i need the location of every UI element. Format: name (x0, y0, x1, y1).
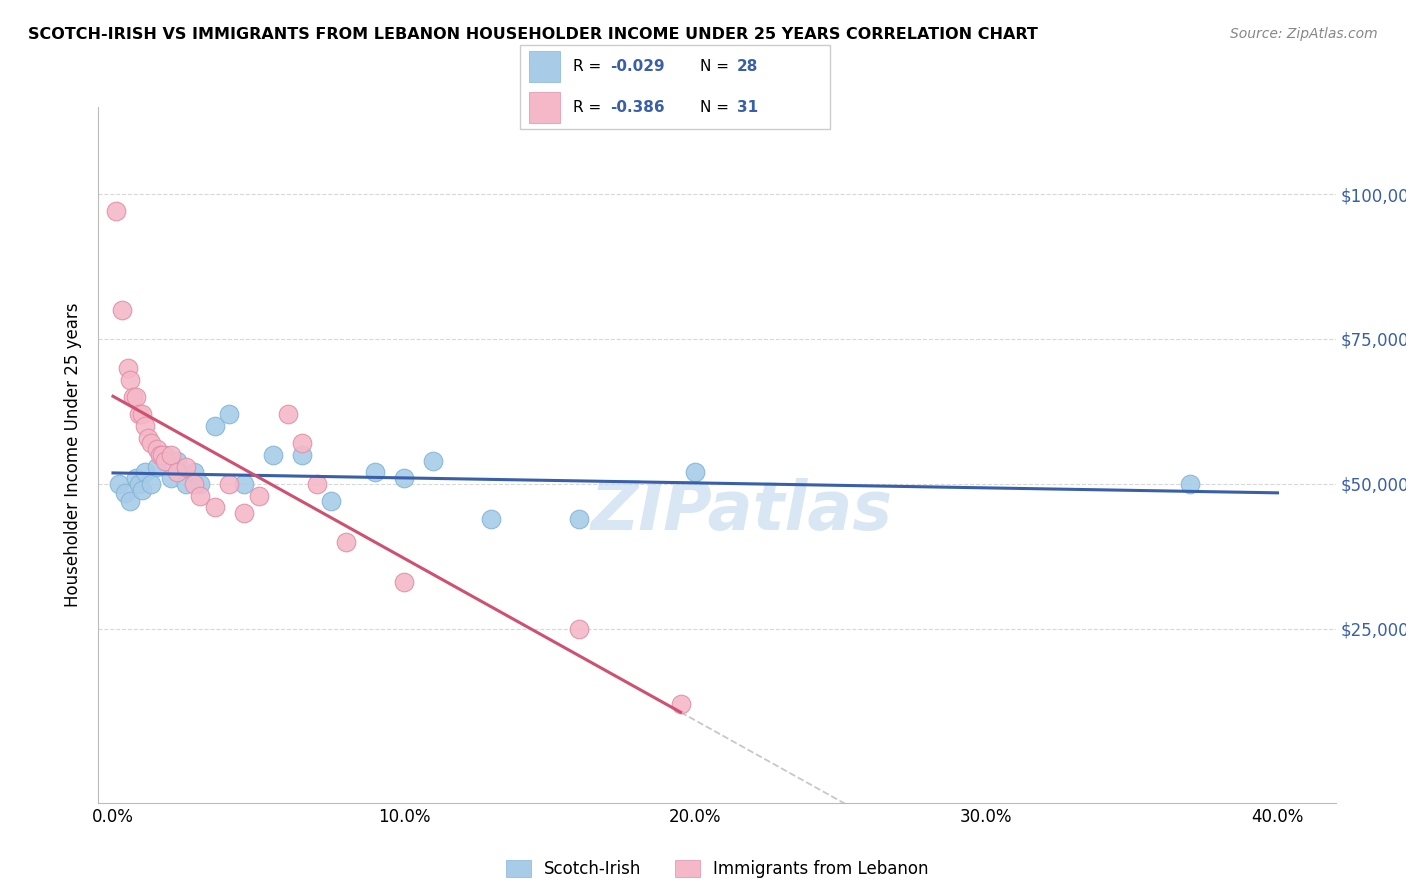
Point (120, 373, 142, 387)
Point (174, 476, 197, 491)
Point (174, 459, 197, 474)
Point (218, 407, 240, 422)
Text: N =: N = (700, 100, 734, 115)
Y-axis label: Householder Income Under 25 years: Householder Income Under 25 years (65, 302, 83, 607)
Point (152, 448, 174, 462)
Text: R =: R = (572, 100, 606, 115)
Point (392, 471, 415, 485)
Text: -0.386: -0.386 (610, 100, 665, 115)
Point (160, 448, 183, 462)
Text: 31: 31 (737, 100, 758, 115)
Point (117, 361, 139, 376)
Point (568, 511, 591, 525)
Point (183, 466, 205, 480)
Point (568, 622, 591, 636)
Point (166, 466, 188, 480)
Point (218, 476, 240, 491)
Point (683, 466, 706, 480)
Point (166, 453, 188, 467)
Point (160, 471, 183, 485)
Point (188, 489, 211, 503)
Point (262, 448, 284, 462)
FancyBboxPatch shape (530, 92, 561, 122)
Point (188, 476, 211, 491)
Point (233, 476, 256, 491)
Point (114, 485, 136, 500)
Point (128, 476, 150, 491)
Text: Source: ZipAtlas.com: Source: ZipAtlas.com (1230, 27, 1378, 41)
Point (305, 476, 328, 491)
Point (277, 407, 299, 422)
Point (139, 436, 162, 450)
Text: -0.029: -0.029 (610, 59, 665, 74)
Point (131, 483, 153, 497)
Point (145, 459, 167, 474)
Point (335, 534, 357, 549)
Point (128, 407, 150, 422)
Point (669, 698, 692, 712)
Point (122, 390, 145, 404)
Point (364, 466, 387, 480)
Text: N =: N = (700, 59, 734, 74)
Text: R =: R = (572, 59, 606, 74)
Point (139, 476, 162, 491)
Text: ZIPatlas: ZIPatlas (591, 477, 893, 543)
Point (247, 489, 270, 503)
Point (291, 448, 314, 462)
Point (145, 442, 167, 457)
Point (481, 511, 503, 525)
Point (392, 575, 415, 590)
Point (291, 436, 314, 450)
Legend: Scotch-Irish, Immigrants from Lebanon: Scotch-Irish, Immigrants from Lebanon (499, 854, 935, 885)
Point (155, 448, 177, 462)
Point (134, 419, 156, 434)
Point (233, 506, 256, 520)
FancyBboxPatch shape (530, 52, 561, 82)
Point (131, 407, 153, 422)
Text: SCOTCH-IRISH VS IMMIGRANTS FROM LEBANON HOUSEHOLDER INCOME UNDER 25 YEARS CORREL: SCOTCH-IRISH VS IMMIGRANTS FROM LEBANON … (28, 27, 1038, 42)
Point (136, 431, 159, 445)
Point (104, 204, 127, 219)
Text: 28: 28 (737, 59, 758, 74)
Point (204, 419, 226, 434)
Point (111, 303, 134, 318)
Point (125, 471, 148, 485)
Point (204, 500, 226, 514)
Point (183, 476, 205, 491)
Point (422, 453, 444, 467)
Point (148, 448, 170, 462)
FancyBboxPatch shape (520, 45, 830, 129)
Point (1178, 476, 1201, 491)
Point (107, 476, 129, 491)
Point (321, 494, 343, 508)
Point (120, 494, 142, 508)
Point (155, 453, 177, 467)
Point (125, 390, 148, 404)
Point (134, 466, 156, 480)
